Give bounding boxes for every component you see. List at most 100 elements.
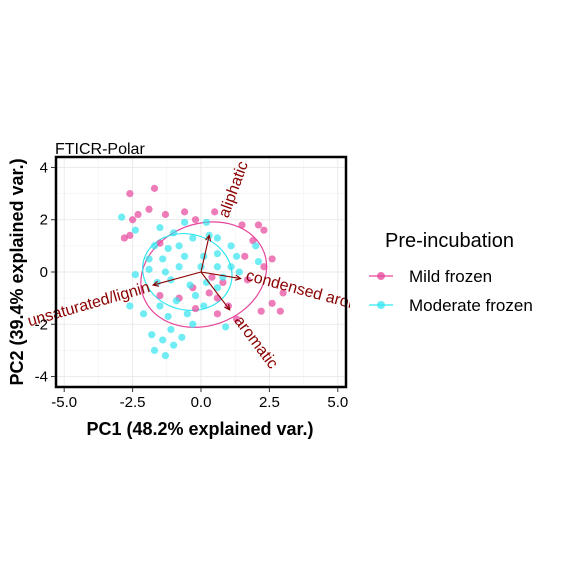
point-mild-frozen [219,278,227,287]
x-tick-label: -2.5 [120,394,146,411]
loading-arrowhead-aromatic [224,303,231,311]
point-moderate-frozen [227,242,235,250]
point-mild-frozen [134,210,142,219]
point-moderate-frozen [227,263,235,271]
point-moderate-frozen [213,234,222,242]
y-tick-label: 4 [40,159,48,176]
point-moderate-frozen [252,242,260,250]
point-mild-frozen [268,299,276,307]
legend-title: Pre-incubation [385,230,514,252]
point-moderate-frozen [145,255,153,263]
point-moderate-frozen [164,244,172,253]
point-mild-frozen [150,184,159,192]
point-moderate-frozen [213,263,222,271]
point-moderate-frozen [200,302,208,310]
y-tick-label: 0 [40,264,48,281]
point-mild-frozen [213,294,222,302]
point-moderate-frozen [191,291,200,300]
point-mild-frozen [232,315,241,323]
point-mild-frozen [205,289,213,297]
point-mild-frozen [268,255,276,263]
x-tick-label: -5.0 [51,394,77,411]
point-mild-frozen [191,304,200,313]
point-mild-frozen [120,234,128,242]
point-mild-frozen [260,263,268,271]
legend-label-mild-frozen: Mild frozen [409,267,492,286]
x-axis-title: PC1 (48.2% explained var.) [86,419,313,439]
data-points [118,184,287,360]
ellipse-moderate-frozen [142,232,233,312]
point-moderate-frozen [139,310,148,318]
ellipses [140,221,268,328]
loading-arrowhead-unsaturated-lignin [151,280,160,287]
point-moderate-frozen [213,284,222,292]
point-moderate-frozen [202,278,211,287]
point-moderate-frozen [180,252,189,260]
point-mild-frozen [260,226,268,234]
legend-key-point-moderate-frozen [377,301,385,309]
point-mild-frozen [156,291,164,300]
point-moderate-frozen [131,271,139,279]
point-moderate-frozen [235,268,243,276]
point-mild-frozen [126,189,134,198]
point-moderate-frozen [126,302,134,310]
point-mild-frozen [279,289,287,297]
point-mild-frozen [129,216,137,224]
point-moderate-frozen [202,218,211,226]
point-moderate-frozen [186,281,194,289]
point-moderate-frozen [213,250,222,258]
point-moderate-frozen [167,325,175,334]
point-moderate-frozen [159,255,167,263]
loading-arrow-aromatic [200,271,231,311]
x-tick-label: 0.0 [191,394,212,411]
x-tick-label: 5.0 [327,394,348,411]
y-tick-label: -4 [35,369,48,386]
point-mild-frozen [238,221,246,229]
point-mild-frozen [191,216,200,224]
point-moderate-frozen [175,242,183,250]
point-moderate-frozen [183,310,191,318]
legend-key-point-mild-frozen [377,272,385,280]
chart-title: FTICR-Polar [55,141,145,158]
point-moderate-frozen [200,252,208,260]
point-moderate-frozen [175,263,183,271]
point-moderate-frozen [197,263,205,271]
loading-arrow-aliphatic [200,235,210,273]
point-moderate-frozen [150,346,159,355]
point-moderate-frozen [131,226,139,234]
point-mild-frozen [241,252,249,260]
point-moderate-frozen [189,320,197,328]
axis-ticks: -5.0 -2.5 0.0 2.5 5.0 -4 -2 0 2 4 [35,159,349,411]
point-moderate-frozen [118,213,126,221]
loading-arrowhead-condensed-aromatic [234,274,242,281]
legend-entry-moderate-frozen: Moderate frozen [369,296,533,315]
point-moderate-frozen [189,234,197,242]
point-moderate-frozen [161,268,170,276]
legend-label-moderate-frozen: Moderate frozen [409,296,533,315]
point-mild-frozen [276,307,284,315]
point-moderate-frozen [145,265,153,273]
point-moderate-frozen [170,341,178,349]
x-tick-label: 2.5 [259,394,280,411]
point-mild-frozen [243,276,252,284]
point-moderate-frozen [148,331,156,339]
point-mild-frozen [161,210,170,219]
loading-arrowhead-aliphatic [205,234,212,242]
point-mild-frozen [257,307,265,315]
point-moderate-frozen [150,242,159,250]
legend: Pre-incubation Mild frozen Moderate froz… [369,230,533,315]
point-mild-frozen [145,205,153,213]
y-tick-label: -2 [35,316,48,333]
y-tick-label: 2 [40,212,48,229]
point-mild-frozen [180,208,189,216]
point-moderate-frozen [164,312,172,321]
point-moderate-frozen [161,352,170,360]
loading-arrows [151,234,242,311]
point-mild-frozen [211,208,219,216]
loading-arrow-unsaturated-lignin [152,271,202,286]
point-moderate-frozen [254,257,263,266]
point-mild-frozen [208,273,216,281]
point-moderate-frozen [159,336,167,344]
point-mild-frozen [156,239,164,247]
